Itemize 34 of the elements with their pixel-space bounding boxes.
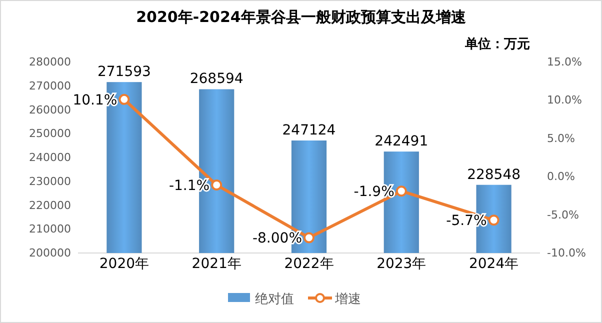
x-tick-label: 2023年 xyxy=(376,256,426,272)
data-label: 247124 xyxy=(282,122,336,138)
y2-tick-label: 10.0% xyxy=(547,94,582,107)
y-tick-label: 210000 xyxy=(29,222,71,236)
y-tick-label: 280000 xyxy=(29,56,71,69)
chart-title: 2020年-2024年景谷县一般财政预算支出及增速 xyxy=(136,8,467,26)
y2-tick-label: 0.0% xyxy=(547,170,575,184)
x-tick-label: 2021年 xyxy=(192,256,242,272)
y-tick-label: 230000 xyxy=(29,174,71,188)
legend-label: 增速 xyxy=(334,292,361,307)
x-tick-label: 2022年 xyxy=(284,256,334,272)
y2-tick-label: -5.0% xyxy=(547,208,579,222)
y2-tick-label: -10.0% xyxy=(547,246,586,260)
point xyxy=(396,186,407,197)
x-tick-label: 2024年 xyxy=(468,256,519,272)
point xyxy=(488,214,500,226)
data-label: 242491 xyxy=(374,134,428,150)
y-tick-label: 240000 xyxy=(29,151,71,164)
data-label: 271593 xyxy=(97,64,151,80)
y-tick-label: 200000 xyxy=(29,246,71,260)
y2-tick-label: 15.0% xyxy=(547,56,582,69)
y-tick-label: 250000 xyxy=(29,127,71,140)
data-label: 268594 xyxy=(190,71,244,88)
data-label: 228548 xyxy=(467,166,521,183)
point xyxy=(304,232,314,244)
y-tick-label: 220000 xyxy=(29,198,71,212)
point xyxy=(211,180,222,191)
legend-label: 绝对值 xyxy=(255,292,294,307)
point xyxy=(118,94,130,105)
y2-tick-label: 5.0% xyxy=(547,132,575,145)
x-tick-label: 2020年 xyxy=(99,256,150,272)
y-tick-label: 270000 xyxy=(29,79,71,92)
y-tick-label: 260000 xyxy=(29,103,71,116)
chart-subtitle: 单位：万元 xyxy=(464,36,530,52)
